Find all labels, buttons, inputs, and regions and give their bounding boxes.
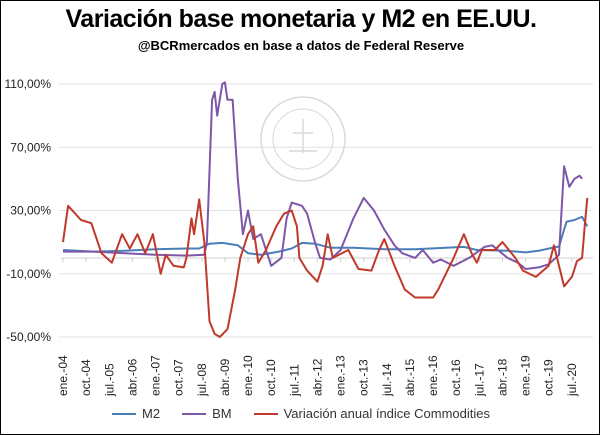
y-tick-label: 70,00% — [10, 140, 51, 154]
y-tick-label: -50,00% — [6, 330, 51, 344]
watermark-seal — [260, 96, 346, 182]
x-tick-label: jul.-14 — [380, 363, 394, 397]
x-tick-label: ene.-04 — [56, 355, 70, 396]
legend-item: M2 — [112, 406, 160, 421]
y-tick-label: 110,00% — [5, 77, 52, 91]
legend: M2 BM Variación anual índice Commodities — [1, 406, 599, 421]
x-tick-label: ene.-19 — [519, 355, 533, 396]
x-tick-label: oct.-19 — [542, 359, 556, 396]
legend-item: Variación anual índice Commodities — [253, 406, 490, 421]
chart-title: Variación base monetaria y M2 en EE.UU. — [65, 5, 537, 33]
y-tick-label: 30,00% — [10, 204, 51, 218]
x-tick-label: jul.-17 — [472, 363, 486, 397]
x-tick-label: oct.-07 — [172, 359, 186, 396]
legend-item: BM — [182, 406, 232, 421]
x-tick-label: oct.-13 — [357, 359, 371, 396]
x-tick-label: ene.-10 — [241, 355, 255, 396]
x-tick-label: abr.-15 — [403, 358, 417, 396]
x-tick-label: ene.-16 — [426, 355, 440, 396]
legend-label: Variación anual índice Commodities — [283, 406, 490, 421]
x-tick-label: jul.-11 — [287, 364, 301, 397]
x-tick-label: abr.-12 — [310, 358, 324, 396]
x-tick-label: ene.-07 — [149, 355, 163, 396]
legend-label: BM — [212, 406, 232, 421]
series-line-variaci-n-anual-ndice-commodities — [62, 197, 589, 338]
x-tick-label: jul.-20 — [565, 363, 579, 397]
x-tick-label: abr.-06 — [125, 358, 139, 396]
x-tick-label: oct.-16 — [449, 359, 463, 396]
legend-swatch — [253, 412, 278, 415]
x-tick-label: abr.-09 — [218, 358, 232, 396]
x-tick-label: jul.-08 — [195, 363, 209, 397]
legend-swatch — [182, 412, 207, 415]
x-tick-label: oct.-04 — [79, 359, 93, 396]
x-tick-label: ene.-13 — [334, 355, 348, 396]
legend-swatch — [112, 412, 136, 415]
x-tick-label: oct.-10 — [264, 359, 278, 396]
y-tick-label: -10,00% — [6, 267, 51, 281]
x-tick-label: abr.-18 — [495, 358, 509, 396]
x-tick-label: jul.-05 — [102, 363, 116, 397]
legend-label: M2 — [142, 406, 161, 421]
chart-subtitle: @BCRmercados en base a datos de Federal … — [137, 38, 465, 53]
